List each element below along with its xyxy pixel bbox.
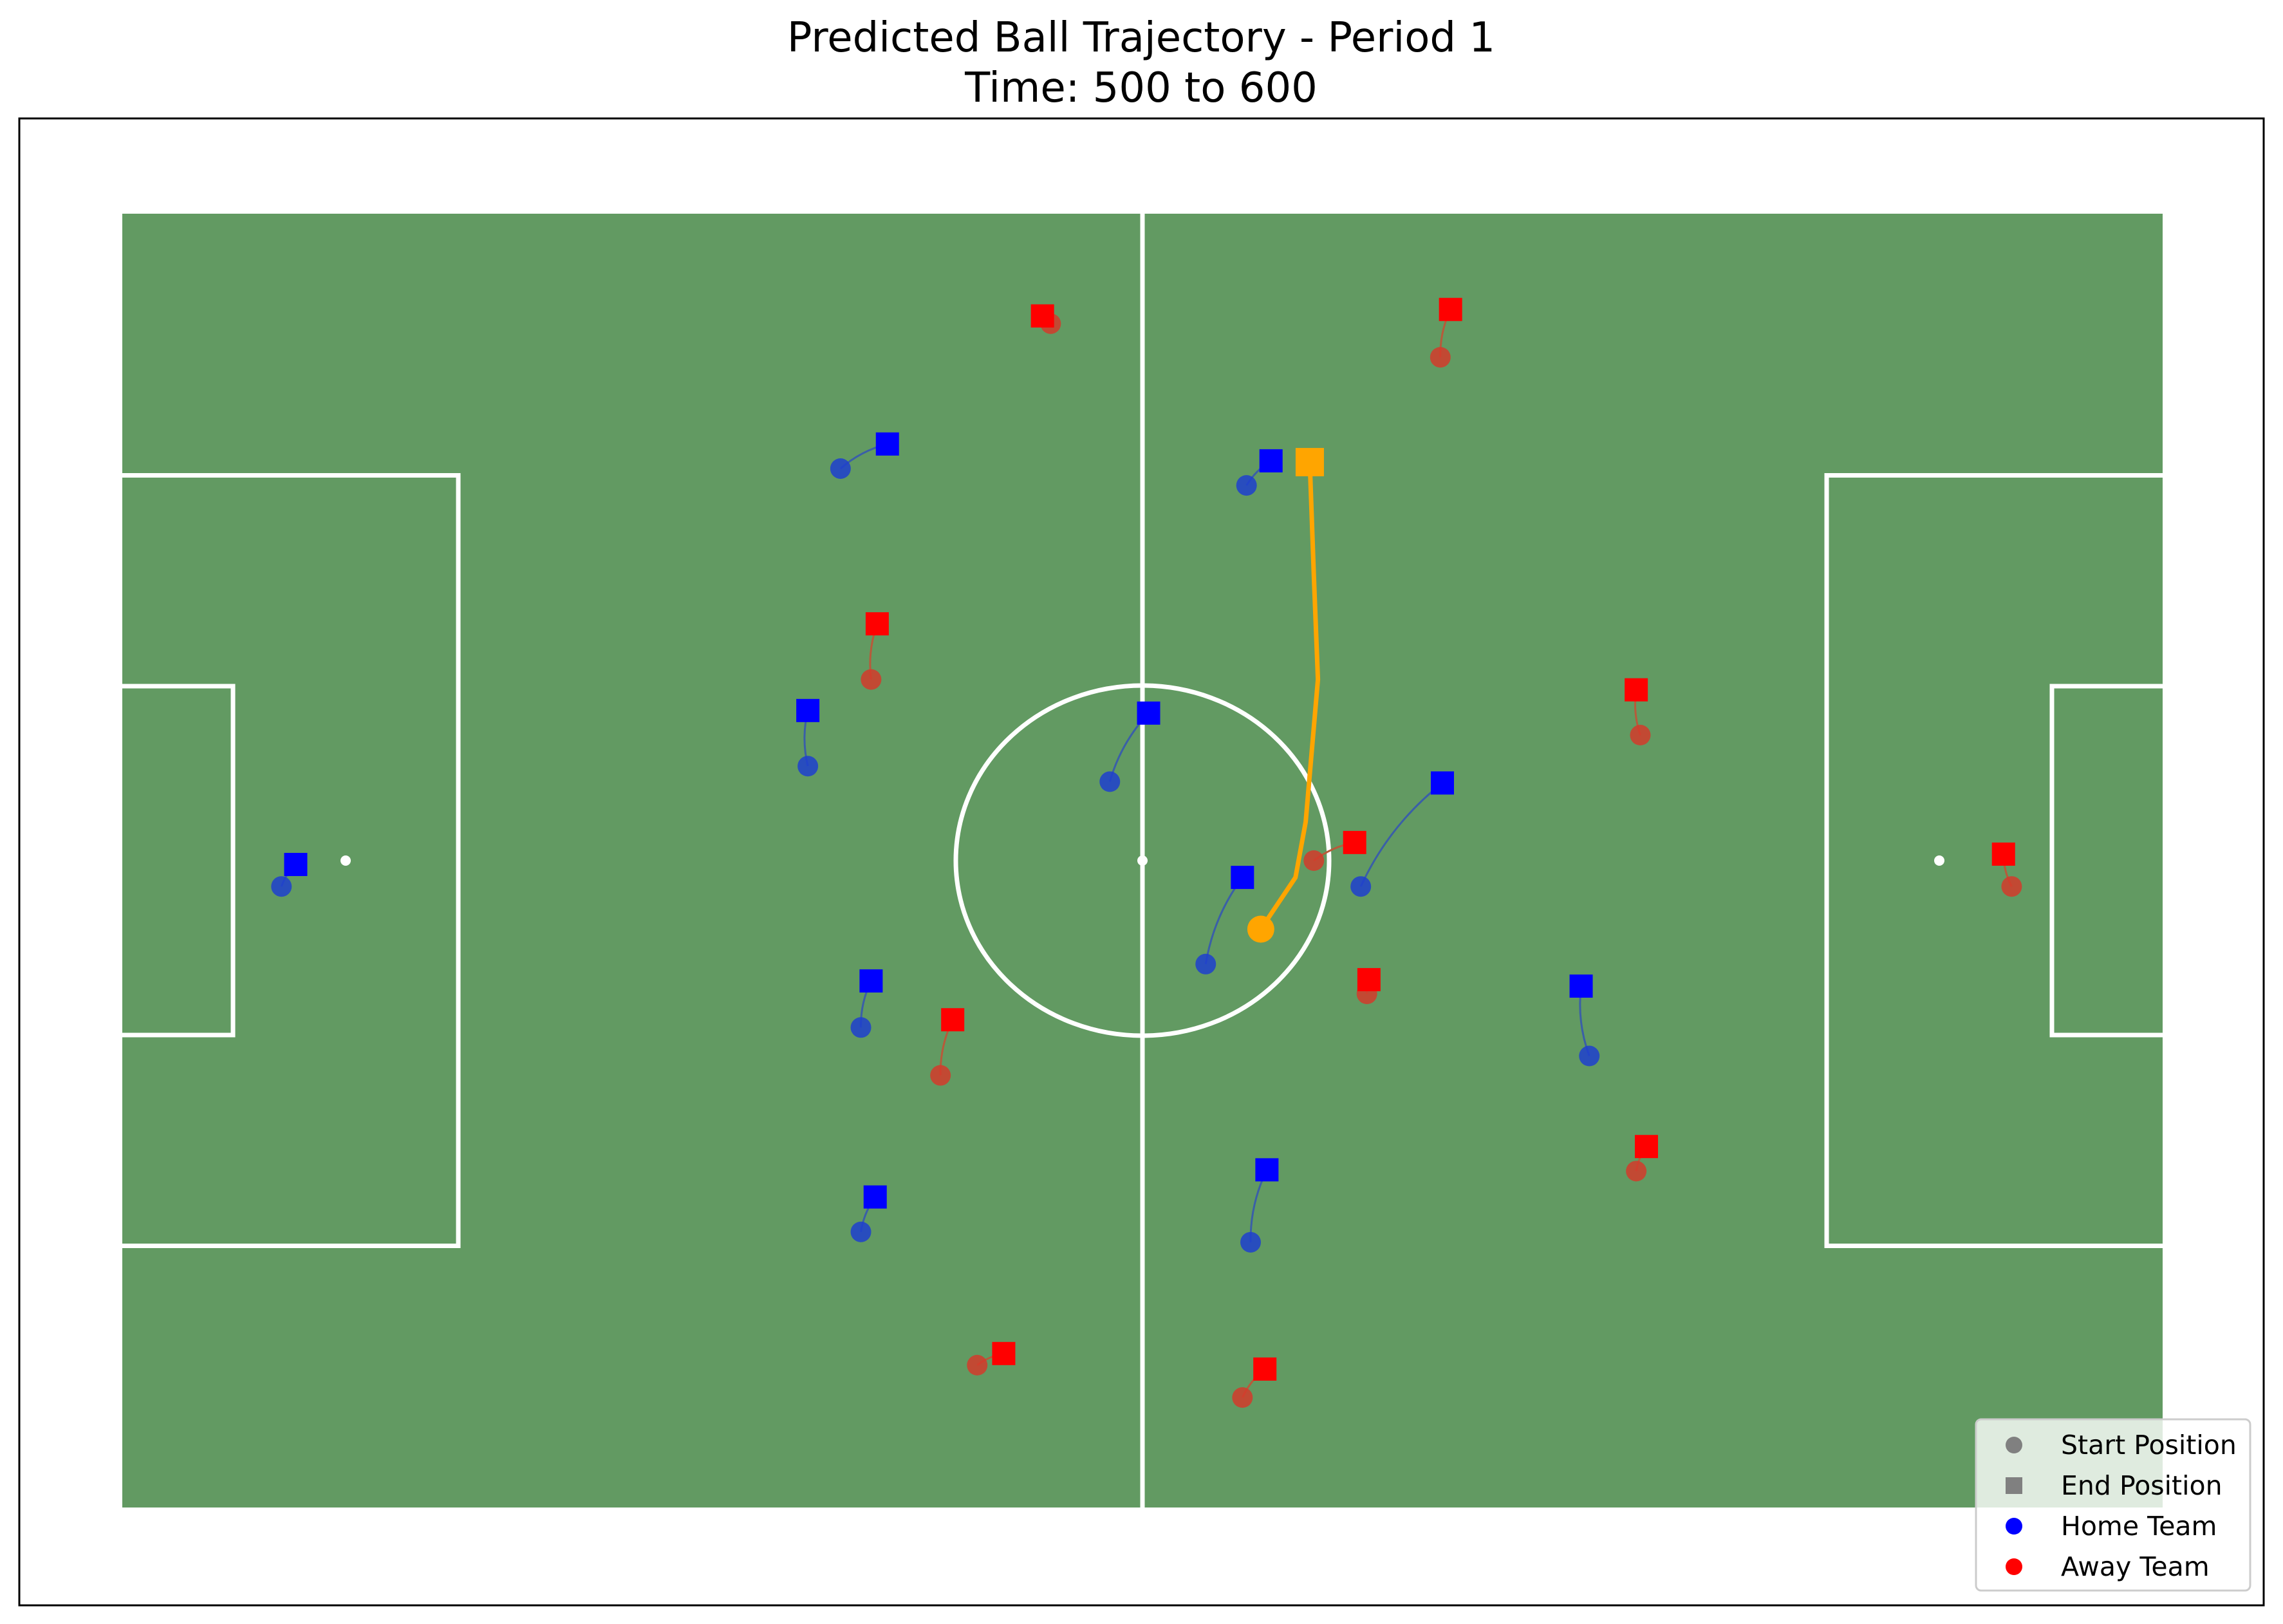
player-end-marker (941, 1008, 965, 1032)
player-start-marker (1232, 1387, 1253, 1408)
legend-label-3: Home Team (2061, 1511, 2217, 1542)
player-end-marker (1625, 678, 1648, 702)
legend-marker-3 (2006, 1518, 2022, 1535)
player-end-marker (1634, 1135, 1658, 1159)
players (271, 297, 2022, 1408)
player-start-marker (967, 1354, 988, 1376)
home-player-2 (830, 432, 899, 479)
home-player-11 (1569, 974, 1600, 1067)
left-penalty-spot (340, 855, 351, 866)
legend: Start Position End Position Home Team Away … (1975, 1418, 2251, 1592)
player-start-marker (830, 458, 851, 479)
player-start-marker (861, 669, 882, 690)
home-player-6 (1099, 701, 1160, 792)
player-end-marker (1259, 449, 1283, 472)
player-start-marker (1626, 1161, 1647, 1182)
away-player-13 (861, 612, 889, 690)
player-start-marker (1099, 771, 1121, 792)
player-end-marker (1253, 1357, 1277, 1381)
center-circle (953, 683, 1332, 1038)
away-player-12 (1030, 304, 1061, 334)
home-player-3 (796, 698, 820, 777)
chart-title: Predicted Ball Trajectory - Period 1 (787, 14, 1495, 62)
player-start-marker (1236, 475, 1257, 496)
legend-marker-4 (2006, 1558, 2022, 1575)
legend-marker-2 (2006, 1477, 2022, 1494)
player-start-marker (930, 1065, 951, 1086)
player-end-marker (1255, 1158, 1279, 1182)
legend-label-2: End Position (2061, 1470, 2222, 1501)
player-end-marker (1343, 830, 1366, 854)
away-player-18 (1356, 967, 1381, 1005)
ball-end-marker (1295, 447, 1324, 476)
player-start-marker (850, 1221, 871, 1242)
player-end-marker (863, 1185, 887, 1209)
home-player-1 (271, 853, 308, 897)
legend-label-4: Away Team (2061, 1551, 2210, 1582)
ball (1247, 447, 1324, 943)
player-start-marker (271, 876, 292, 897)
player-end-marker (1137, 701, 1160, 725)
legend-box (1975, 1418, 2251, 1592)
away-player-19 (1430, 297, 1462, 368)
player-start-marker (1240, 1231, 1262, 1253)
player-start-marker (1350, 876, 1372, 897)
player-trajectory (1359, 782, 1443, 887)
player-end-marker (796, 698, 820, 722)
player-start-marker (1303, 850, 1325, 871)
home-player-10 (1240, 1158, 1279, 1253)
player-end-marker (865, 612, 889, 636)
legend-label-1: Start Position (2061, 1430, 2237, 1461)
right-goal-area (2049, 684, 2172, 1038)
legend-marker-1 (2006, 1437, 2022, 1453)
player-start-marker (1430, 347, 1451, 368)
player-start-marker (2001, 876, 2022, 897)
player-end-marker (1439, 297, 1462, 321)
away-player-17 (1303, 830, 1366, 871)
away-player-21 (1626, 1135, 1658, 1182)
player-start-marker (850, 1017, 871, 1038)
home-player-5 (850, 1185, 887, 1242)
away-player-14 (930, 1008, 965, 1086)
player-start-marker (1630, 725, 1651, 746)
player-end-marker (1030, 304, 1054, 328)
away-player-22 (1991, 842, 2022, 897)
ball-trajectory (1258, 462, 1321, 931)
player-end-marker (875, 432, 899, 456)
player-end-marker (1231, 866, 1254, 890)
player-end-marker (1991, 842, 2015, 866)
home-player-9 (1350, 771, 1454, 897)
home-player-8 (1195, 866, 1254, 975)
player-start-marker (1195, 953, 1216, 975)
home-player-4 (850, 969, 883, 1038)
right-penalty-spot (1934, 855, 1944, 866)
player-end-marker (992, 1341, 1016, 1365)
away-player-20 (1625, 678, 1651, 746)
center-spot (1137, 855, 1148, 866)
player-start-marker (1579, 1045, 1600, 1067)
player-end-marker (1569, 974, 1593, 998)
player-end-marker (1430, 771, 1454, 795)
pitch (113, 214, 2172, 1507)
away-player-16 (1232, 1357, 1277, 1408)
away-player-15 (967, 1341, 1016, 1376)
left-goal-area (113, 684, 236, 1038)
player-end-marker (284, 853, 308, 877)
ball-start-marker (1247, 915, 1274, 943)
player-end-marker (859, 969, 883, 993)
home-player-7 (1236, 449, 1283, 496)
chart-subtitle: Time: 500 to 600 (964, 64, 1318, 112)
player-end-marker (1357, 967, 1381, 991)
player-start-marker (797, 756, 819, 777)
